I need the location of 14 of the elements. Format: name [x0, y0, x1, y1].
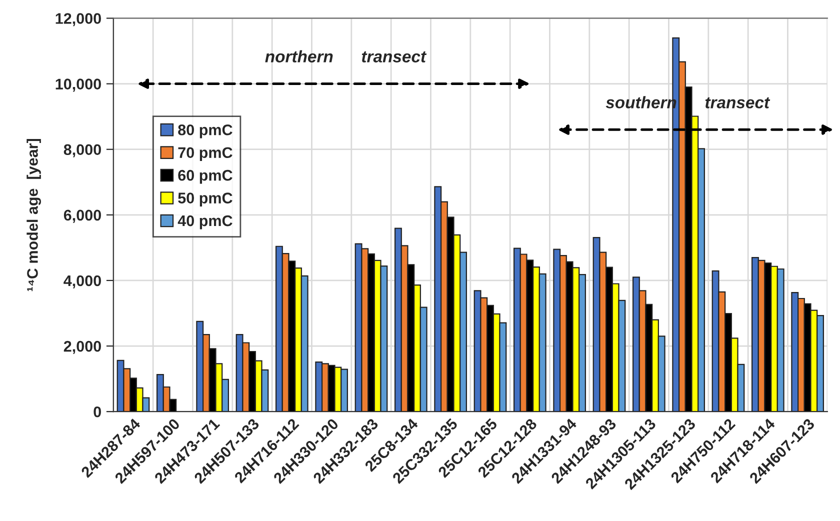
y-tick-label: 4,000 — [64, 275, 101, 288]
legend-label: 80 pmC — [178, 124, 232, 138]
y-tick-label: 8,000 — [64, 144, 101, 158]
y-tick-label: 2,000 — [64, 340, 101, 354]
legend-label: 60 pmC — [178, 170, 232, 184]
annotation: northern transect — [265, 50, 427, 62]
legend-label: 40 pmC — [178, 215, 232, 230]
y-tick-label: 10,000 — [56, 78, 101, 92]
legend-label: 70 pmC — [178, 147, 232, 162]
legend-label: 50 pmC — [178, 192, 232, 206]
y-tick-label: 6,000 — [64, 210, 101, 223]
y-tick-label: 0 — [94, 406, 101, 418]
y-axis-title: ¹⁴C model age [year] — [26, 138, 41, 292]
y-tick-label: 12,000 — [56, 13, 101, 26]
